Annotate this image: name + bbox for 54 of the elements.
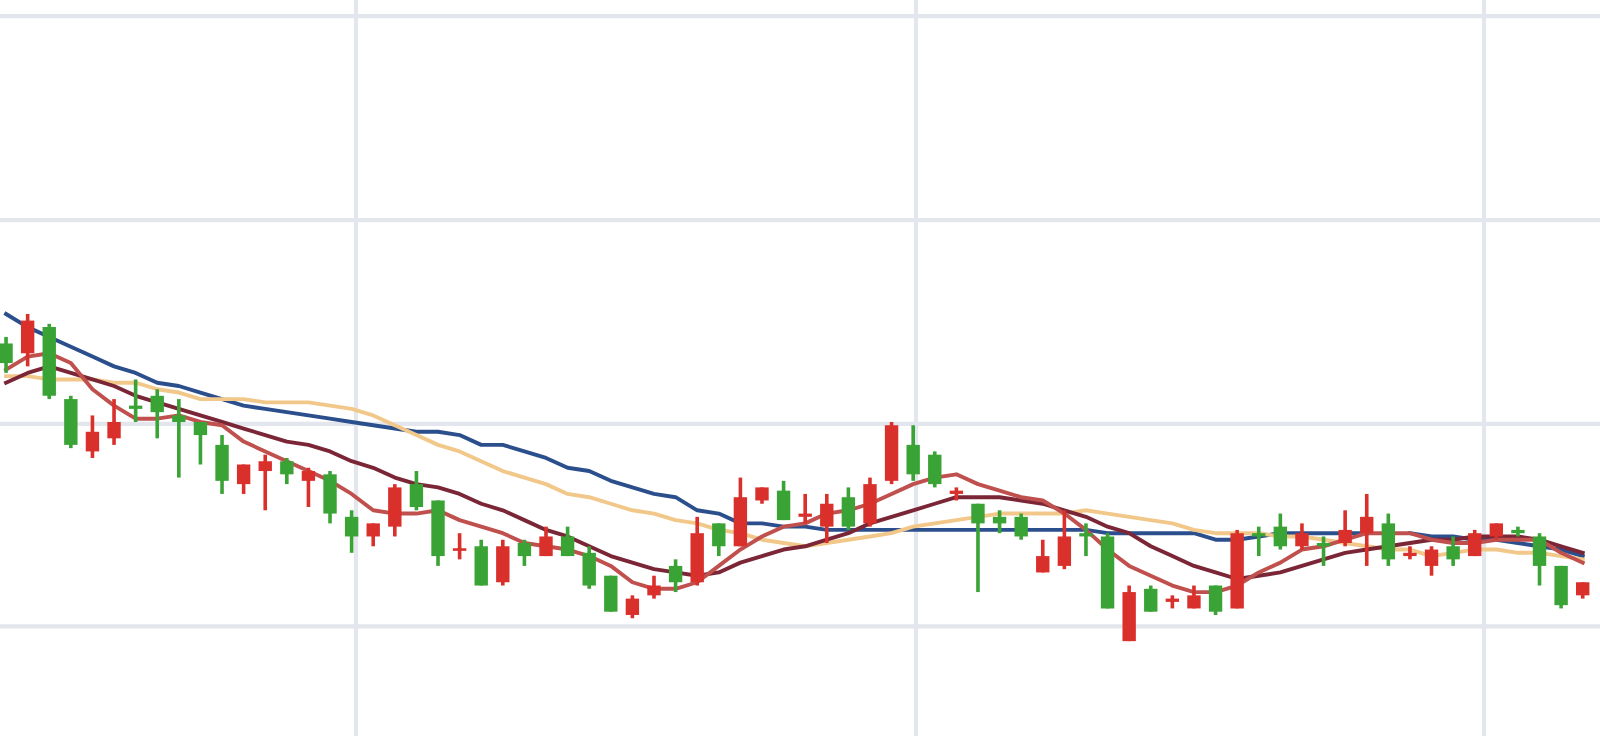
candlestick (971, 501, 985, 594)
candlestick (85, 413, 100, 460)
candlestick (301, 465, 316, 509)
candlestick (820, 492, 834, 545)
candlestick (1208, 583, 1223, 617)
candlestick (1554, 564, 1568, 611)
candlestick (906, 423, 920, 483)
candlestick (863, 475, 877, 529)
candlestick (625, 593, 640, 621)
candlestick (560, 524, 575, 558)
candlestick (474, 537, 488, 588)
candlestick (1532, 531, 1547, 588)
candlestick (344, 508, 359, 555)
candlestick (928, 449, 942, 490)
candlestick (1446, 534, 1460, 568)
candlestick (604, 573, 618, 614)
candlestick (841, 485, 856, 532)
candlestick (236, 462, 251, 496)
candlestick (280, 456, 294, 486)
candlestick (582, 544, 596, 591)
candlestick (776, 479, 791, 522)
candlestick (1144, 583, 1158, 614)
candlestick (388, 482, 402, 539)
candlestick (1036, 537, 1050, 575)
candlestick (366, 521, 380, 549)
candlestick (517, 537, 532, 568)
candlestick (193, 420, 208, 467)
candlestick (0, 335, 13, 375)
candlestick (172, 397, 186, 480)
candlestick (323, 469, 337, 526)
candlestick (1295, 521, 1309, 552)
candlestick (1014, 511, 1028, 542)
candlestick (258, 452, 272, 513)
candlestick (1360, 492, 1374, 568)
candlestick (668, 557, 683, 594)
candlestick (64, 393, 78, 450)
candlestick (215, 433, 229, 496)
candlestick (1468, 528, 1482, 558)
candlestick (798, 492, 812, 526)
candlestick (452, 531, 467, 562)
candlestick (539, 524, 553, 558)
candlestick (20, 312, 35, 369)
candlestick (712, 521, 726, 558)
candlestick (409, 469, 424, 513)
candlestick (496, 537, 510, 588)
candlestick (107, 397, 121, 447)
candlestick (1381, 511, 1396, 568)
candlestick (150, 387, 164, 441)
candlestick (1079, 521, 1093, 558)
candlestick (1424, 544, 1439, 578)
candlestick (1273, 511, 1288, 552)
candlestick (1057, 508, 1072, 571)
candlestick (647, 573, 661, 601)
candlestick (1338, 508, 1352, 549)
